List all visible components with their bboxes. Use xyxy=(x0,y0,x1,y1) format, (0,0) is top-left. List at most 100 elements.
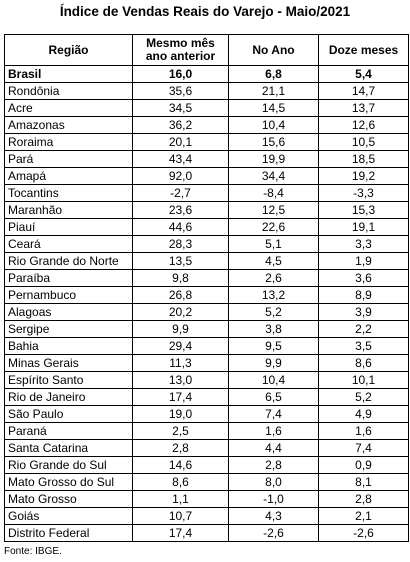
same-month-cell: 35,6 xyxy=(132,82,229,100)
table-row: Bahia 29,4 9,5 3,5 xyxy=(4,337,409,355)
year-to-date-cell: 21,1 xyxy=(228,82,319,100)
table-row: Mato Grosso do Sul 8,6 8,0 8,1 xyxy=(4,473,409,491)
twelve-months-cell: 10,1 xyxy=(318,371,409,389)
same-month-cell: 9,8 xyxy=(132,269,229,287)
table-row: Pará 43,4 19,9 18,5 xyxy=(4,150,409,168)
twelve-months-cell: 1,6 xyxy=(318,422,409,440)
twelve-months-cell: 8,6 xyxy=(318,354,409,372)
twelve-months-cell: 12,6 xyxy=(318,116,409,134)
same-month-cell: 2,5 xyxy=(132,422,229,440)
table-row: Goiás 10,7 4,3 2,1 xyxy=(4,507,409,525)
header-region: Região xyxy=(4,34,133,66)
region-cell: São Paulo xyxy=(4,405,133,423)
year-to-date-cell: 5,1 xyxy=(228,235,319,253)
table-row: Maranhão 23,6 12,5 15,3 xyxy=(4,201,409,219)
table-row: São Paulo 19,0 7,4 4,9 xyxy=(4,405,409,423)
year-to-date-cell: 19,9 xyxy=(228,150,319,168)
year-to-date-cell: 6,8 xyxy=(228,65,319,83)
region-cell: Roraima xyxy=(4,133,133,151)
year-to-date-cell: 10,4 xyxy=(228,116,319,134)
year-to-date-cell: 9,9 xyxy=(228,354,319,372)
region-cell: Rio de Janeiro xyxy=(4,388,133,406)
twelve-months-cell: 2,8 xyxy=(318,490,409,508)
header-row: Região Mesmo mês ano anterior No Ano Doz… xyxy=(4,34,409,66)
twelve-months-cell: 0,9 xyxy=(318,456,409,474)
year-to-date-cell: 6,5 xyxy=(228,388,319,406)
table-row: Espírito Santo 13,0 10,4 10,1 xyxy=(4,371,409,389)
table-row: Tocantins -2,7 -8,4 -3,3 xyxy=(4,184,409,202)
twelve-months-cell: 2,2 xyxy=(318,320,409,338)
twelve-months-cell: 3,9 xyxy=(318,303,409,321)
region-cell: Rio Grande do Sul xyxy=(4,456,133,474)
region-cell: Maranhão xyxy=(4,201,133,219)
year-to-date-cell: 2,8 xyxy=(228,456,319,474)
year-to-date-cell: 2,6 xyxy=(228,269,319,287)
same-month-cell: 1,1 xyxy=(132,490,229,508)
year-to-date-cell: 34,4 xyxy=(228,167,319,185)
year-to-date-cell: 5,2 xyxy=(228,303,319,321)
year-to-date-cell: 9,5 xyxy=(228,337,319,355)
header-same-month-line2: ano anterior xyxy=(145,49,216,63)
table-row: Piauí 44,6 22,6 19,1 xyxy=(4,218,409,236)
region-cell: Ceará xyxy=(4,235,133,253)
same-month-cell: 14,6 xyxy=(132,456,229,474)
twelve-months-cell: 18,5 xyxy=(318,150,409,168)
twelve-months-cell: 5,4 xyxy=(318,65,409,83)
same-month-cell: 34,5 xyxy=(132,99,229,117)
table-row: Rio de Janeiro 17,4 6,5 5,2 xyxy=(4,388,409,406)
header-same-month-line1: Mesmo mês xyxy=(146,36,215,50)
region-cell: Alagoas xyxy=(4,303,133,321)
header-twelve-months: Doze meses xyxy=(318,34,409,66)
region-cell: Amazonas xyxy=(4,116,133,134)
same-month-cell: 9,9 xyxy=(132,320,229,338)
region-cell: Goiás xyxy=(4,507,133,525)
table-body: Brasil 16,0 6,8 5,4 Rondônia 35,6 21,1 14,7 Acre… xyxy=(4,65,409,542)
region-cell: Mato Grosso xyxy=(4,490,133,508)
same-month-cell: 29,4 xyxy=(132,337,229,355)
region-cell: Tocantins xyxy=(4,184,133,202)
table-row: Amapá 92,0 34,4 19,2 xyxy=(4,167,409,185)
table-row: Ceará 28,3 5,1 3,3 xyxy=(4,235,409,253)
table-row: Rio Grande do Norte 13,5 4,5 1,9 xyxy=(4,252,409,270)
same-month-cell: 17,4 xyxy=(132,524,229,542)
same-month-cell: -2,7 xyxy=(132,184,229,202)
total-row: Brasil 16,0 6,8 5,4 xyxy=(4,65,409,83)
twelve-months-cell: 10,5 xyxy=(318,133,409,151)
year-to-date-cell: 15,6 xyxy=(228,133,319,151)
twelve-months-cell: 13,7 xyxy=(318,99,409,117)
twelve-months-cell: 2,1 xyxy=(318,507,409,525)
twelve-months-cell: -3,3 xyxy=(318,184,409,202)
region-cell: Rondônia xyxy=(4,82,133,100)
region-cell: Pernambuco xyxy=(4,286,133,304)
region-cell: Mato Grosso do Sul xyxy=(4,473,133,491)
region-cell: Paraná xyxy=(4,422,133,440)
twelve-months-cell: -2,6 xyxy=(318,524,409,542)
same-month-cell: 28,3 xyxy=(132,235,229,253)
header-year-to-date: No Ano xyxy=(228,34,319,66)
same-month-cell: 44,6 xyxy=(132,218,229,236)
table-row: Amazonas 36,2 10,4 12,6 xyxy=(4,116,409,134)
year-to-date-cell: 4,5 xyxy=(228,252,319,270)
same-month-cell: 23,6 xyxy=(132,201,229,219)
same-month-cell: 17,4 xyxy=(132,388,229,406)
table-row: Pernambuco 26,8 13,2 8,9 xyxy=(4,286,409,304)
region-cell: Piauí xyxy=(4,218,133,236)
table-row: Alagoas 20,2 5,2 3,9 xyxy=(4,303,409,321)
twelve-months-cell: 3,3 xyxy=(318,235,409,253)
table-row: Rondônia 35,6 21,1 14,7 xyxy=(4,82,409,100)
year-to-date-cell: 4,3 xyxy=(228,507,319,525)
same-month-cell: 26,8 xyxy=(132,286,229,304)
region-cell: Paraíba xyxy=(4,269,133,287)
region-cell: Distrito Federal xyxy=(4,524,133,542)
twelve-months-cell: 3,6 xyxy=(318,269,409,287)
region-cell: Santa Catarina xyxy=(4,439,133,457)
same-month-cell: 20,1 xyxy=(132,133,229,151)
year-to-date-cell: -2,6 xyxy=(228,524,319,542)
same-month-cell: 36,2 xyxy=(132,116,229,134)
same-month-cell: 19,0 xyxy=(132,405,229,423)
twelve-months-cell: 14,7 xyxy=(318,82,409,100)
same-month-cell: 16,0 xyxy=(132,65,229,83)
table-row: Acre 34,5 14,5 13,7 xyxy=(4,99,409,117)
table-row: Paraíba 9,8 2,6 3,6 xyxy=(4,269,409,287)
same-month-cell: 20,2 xyxy=(132,303,229,321)
